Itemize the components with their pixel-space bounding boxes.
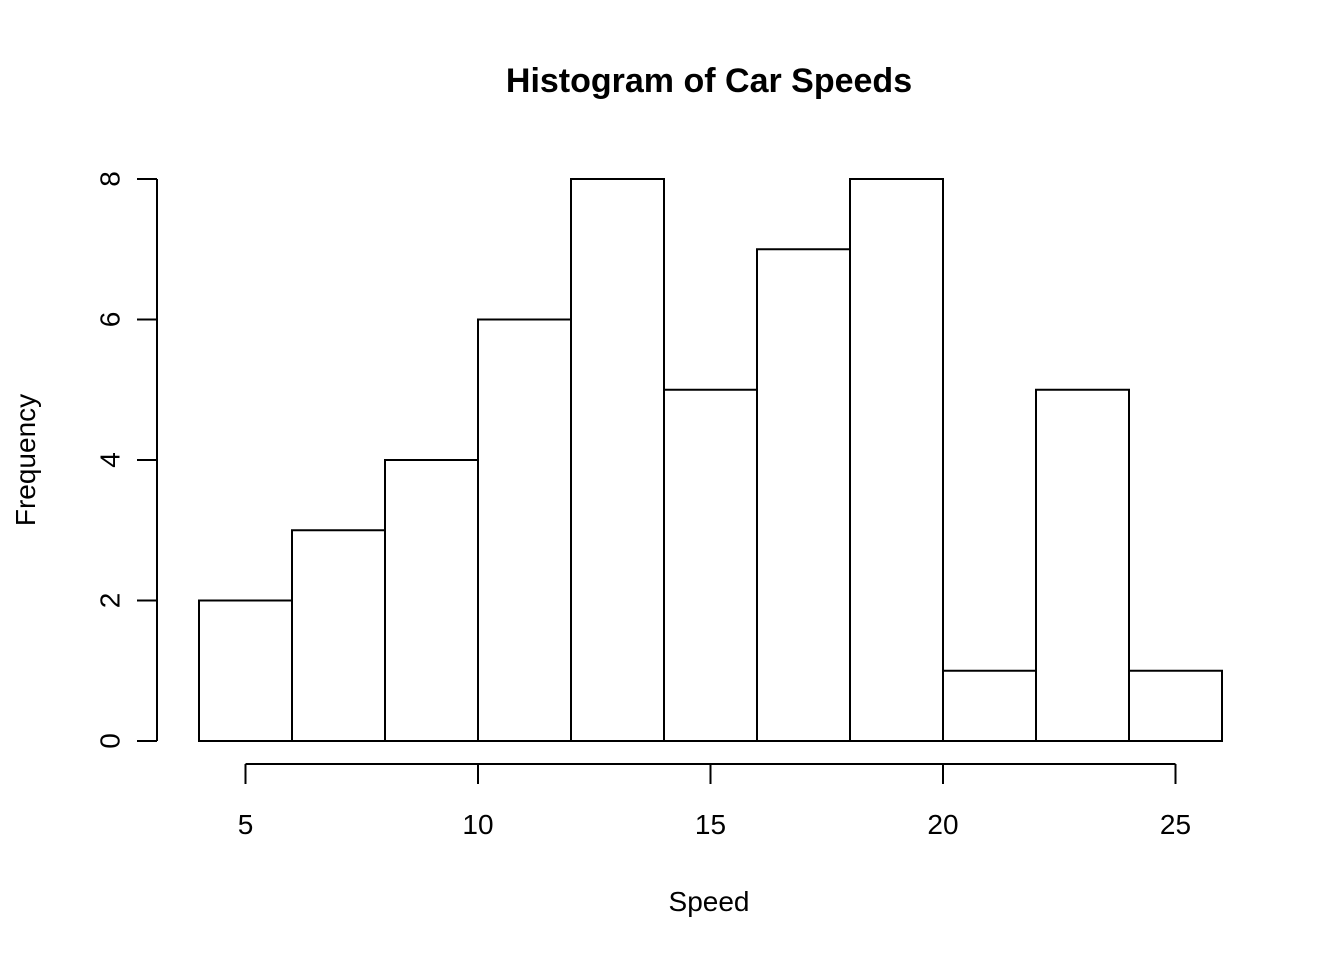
histogram-bar-8 xyxy=(942,669,1037,742)
bars-group xyxy=(198,178,1223,742)
histogram-bar-10 xyxy=(1128,669,1223,742)
histogram-bar-5 xyxy=(663,388,758,742)
x-tick-label: 25 xyxy=(1160,809,1191,840)
histogram-bar-9 xyxy=(1035,388,1130,742)
histogram-bar-2 xyxy=(384,459,479,742)
x-tick-label: 20 xyxy=(927,809,958,840)
histogram-bar-7 xyxy=(849,178,944,742)
histogram-bar-0 xyxy=(198,599,293,742)
y-axis: 0 2 4 6 8 xyxy=(95,171,158,749)
y-tick-label: 8 xyxy=(95,171,126,187)
x-tick-label: 10 xyxy=(462,809,493,840)
chart-title: Histogram of Car Speeds xyxy=(506,62,912,100)
x-axis-label: Speed xyxy=(669,886,750,917)
y-tick-label: 2 xyxy=(95,593,126,609)
histogram-bar-1 xyxy=(291,529,386,742)
y-tick-label: 4 xyxy=(95,452,126,468)
histogram-bar-4 xyxy=(570,178,665,742)
x-axis: 5 10 15 20 25 xyxy=(238,763,1191,840)
histogram-bar-6 xyxy=(756,248,851,742)
y-axis-label: Frequency xyxy=(10,394,41,526)
y-tick-label: 0 xyxy=(95,733,126,749)
y-tick-label: 6 xyxy=(95,312,126,328)
x-tick-label: 5 xyxy=(238,809,254,840)
histogram-bar-3 xyxy=(477,318,572,742)
x-tick-label: 15 xyxy=(695,809,726,840)
